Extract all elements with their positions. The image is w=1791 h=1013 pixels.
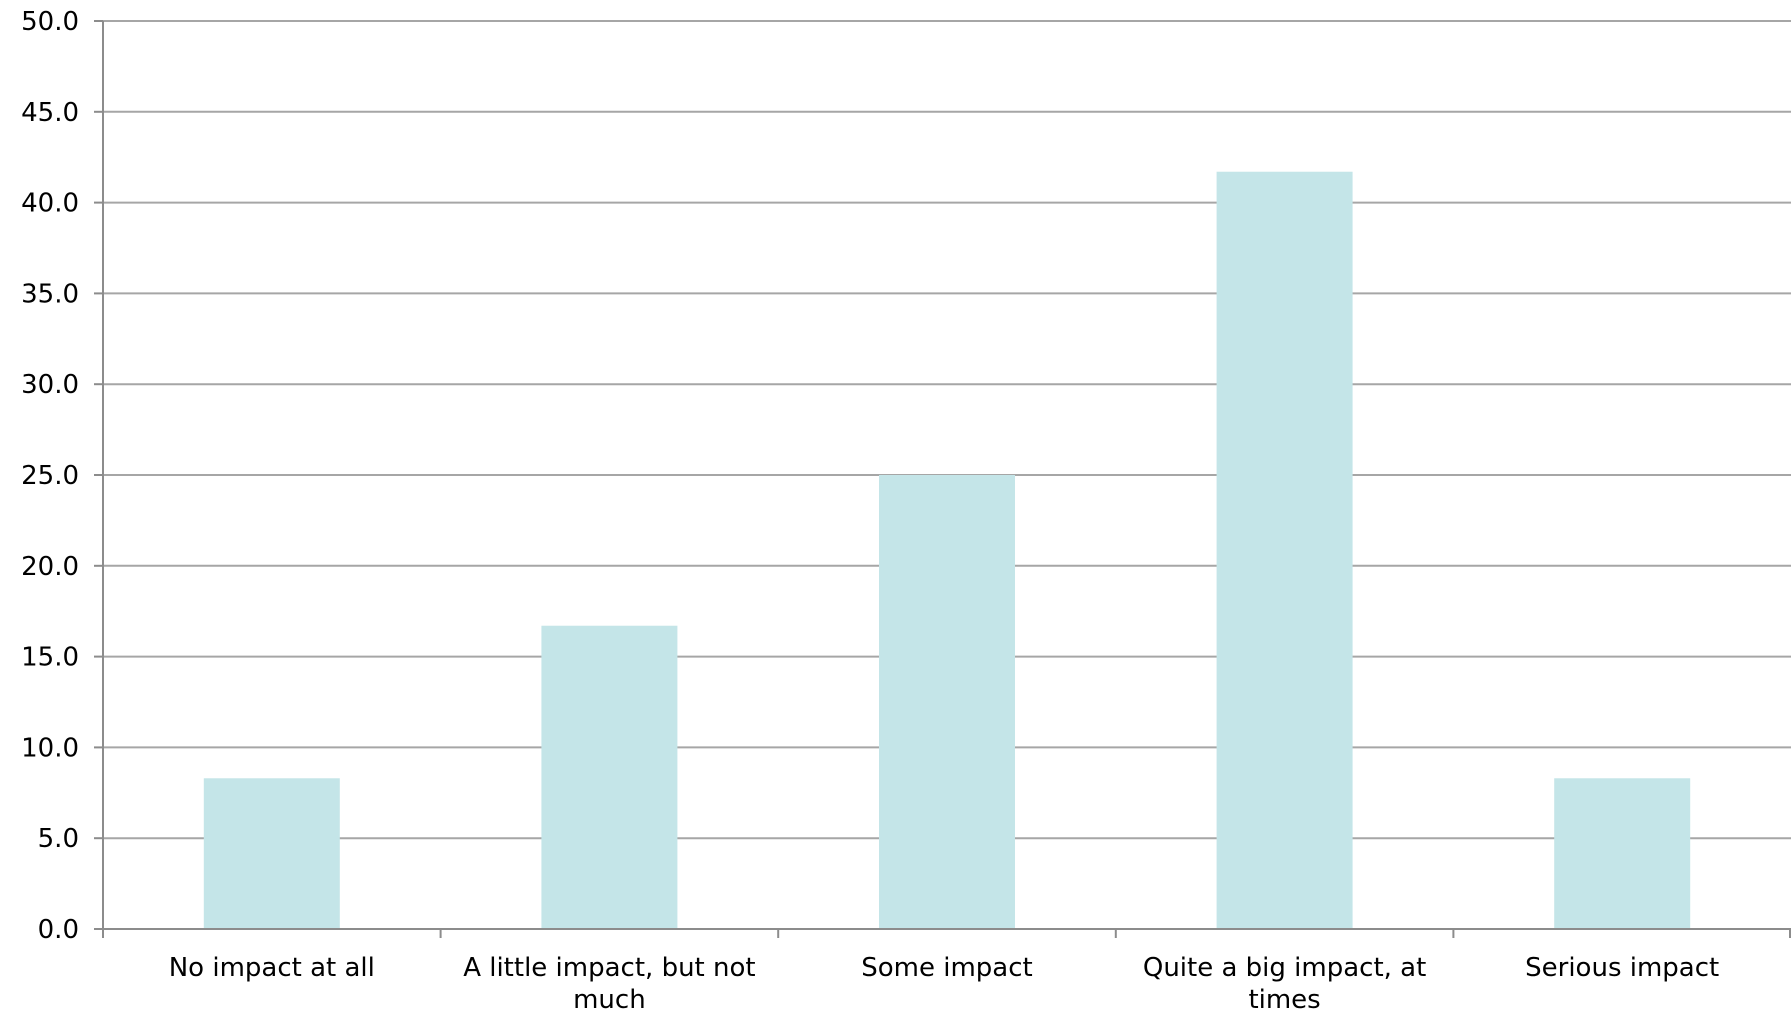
x-tick-label-line: times [1248, 985, 1320, 1013]
y-tick-label: 15.0 [21, 643, 79, 673]
y-tick-label: 0.0 [38, 915, 79, 945]
x-tick-label: A little impact, but not much [463, 953, 755, 1013]
x-tick-label-line: Serious impact [1525, 953, 1719, 983]
x-tick-label: Quite a big impact, at times [1143, 953, 1426, 1013]
bar [1216, 171, 1353, 929]
bar [879, 475, 1015, 929]
y-tick-label: 5.0 [38, 824, 79, 854]
y-tick-label: 25.0 [21, 461, 79, 491]
y-tick-label: 45.0 [21, 98, 79, 128]
axes [94, 20, 1791, 938]
y-tick-label: 50.0 [21, 7, 79, 37]
y-tick-label: 40.0 [21, 189, 79, 219]
y-tick-label: 30.0 [21, 370, 79, 400]
y-tick-label: 20.0 [21, 552, 79, 582]
bar [1554, 778, 1691, 929]
x-tick-label-line: Quite a big impact, at [1143, 953, 1426, 983]
x-tick-label-line: A little impact, but not [463, 953, 755, 983]
x-tick-label: No impact at all [169, 953, 375, 983]
y-tick-label: 10.0 [21, 733, 79, 763]
x-tick-label: Some impact [861, 953, 1032, 983]
x-tick-label-line: No impact at all [169, 953, 375, 983]
y-tick-label: 35.0 [21, 279, 79, 309]
x-tick-label: Serious impact [1525, 953, 1719, 983]
bars [203, 171, 1691, 929]
x-tick-label-line: Some impact [861, 953, 1032, 983]
axis-labels: 0.0 5.0 10.0 15.0 20.0 25.0 30.0 35.0 40.0 45.0 50… [21, 7, 1719, 1013]
bar [203, 778, 340, 929]
bar [541, 625, 678, 929]
x-tick-label-line: much [573, 985, 646, 1013]
